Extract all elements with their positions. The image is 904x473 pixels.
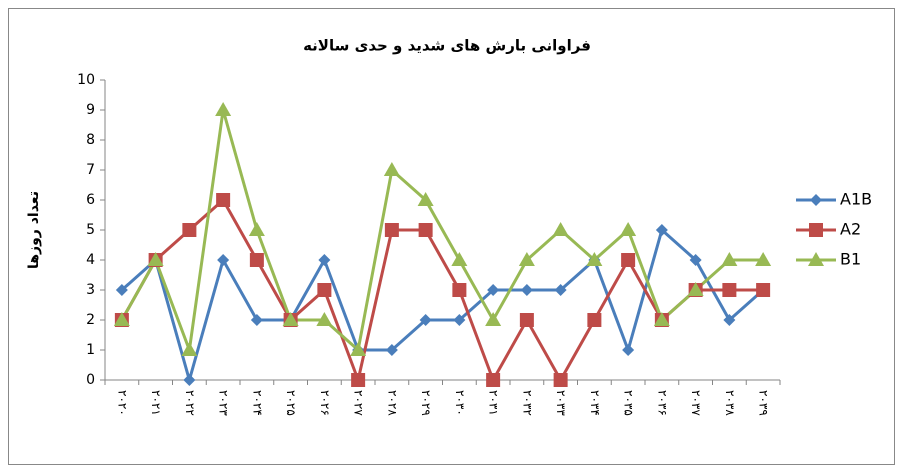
point-marker — [417, 192, 434, 206]
x-tick-label: ۲۰۲۲ — [183, 390, 197, 416]
x-tick-label: ۲۰۳۸ — [723, 390, 737, 416]
legend-label: A2 — [840, 220, 861, 239]
y-tick-label: 7 — [86, 162, 95, 178]
point-marker — [216, 193, 231, 207]
point-marker — [553, 373, 568, 387]
point-marker — [689, 254, 702, 266]
point-marker — [418, 223, 433, 237]
point-marker — [622, 344, 635, 356]
x-tick-label: ۲۰۳۹ — [757, 390, 771, 416]
point-marker — [487, 284, 500, 296]
point-marker — [586, 252, 603, 266]
point-marker — [653, 312, 670, 326]
point-marker — [722, 283, 737, 297]
point-marker — [282, 312, 299, 326]
x-tick-label: ۲۰۲۵ — [284, 390, 298, 416]
point-marker — [518, 252, 535, 266]
x-tick-label: ۲۰۲۱ — [149, 390, 163, 416]
point-marker — [452, 283, 467, 297]
point-marker — [147, 252, 164, 266]
x-tick-label: ۲۰۲۰ — [115, 390, 129, 416]
x-tick-label: ۲۰۲۸ — [385, 390, 399, 416]
legend-marker — [810, 194, 822, 206]
point-marker — [182, 223, 197, 237]
point-marker — [383, 162, 400, 176]
point-marker — [250, 314, 263, 326]
x-tick-label: ۲۰۳۱ — [487, 390, 501, 416]
point-marker — [520, 284, 533, 296]
y-tick-label: 1 — [86, 342, 95, 358]
point-marker — [756, 283, 771, 297]
y-tick-label: 0 — [86, 372, 95, 388]
x-tick-label: ۲۰۳۳ — [554, 390, 568, 416]
point-marker — [621, 253, 636, 267]
point-marker — [181, 342, 198, 356]
series-line — [120, 109, 764, 353]
y-tick-label: 4 — [86, 252, 95, 268]
point-marker — [453, 314, 466, 326]
point-marker — [419, 314, 432, 326]
x-tick-label: ۲۰۳۴ — [588, 390, 602, 416]
x-tick-label: ۲۰۳۲ — [520, 390, 534, 416]
legend-marker — [809, 223, 823, 237]
y-tick-label: 3 — [86, 282, 95, 298]
x-tick-label: ۲۰۳۷ — [689, 390, 703, 416]
x-tick-label: ۲۰۲۳ — [217, 390, 231, 416]
series-line — [120, 227, 765, 386]
series-line — [120, 197, 764, 386]
point-marker — [519, 313, 534, 327]
x-tick-label: ۲۰۲۷ — [352, 390, 366, 416]
point-marker — [248, 222, 265, 236]
point-marker — [316, 312, 333, 326]
point-marker — [485, 312, 502, 326]
point-marker — [755, 252, 772, 266]
x-tick-label: ۲۰۳۶ — [655, 390, 669, 416]
y-tick-label: 5 — [86, 222, 95, 238]
x-tick-label: ۲۰۲۹ — [419, 390, 433, 416]
point-marker — [587, 313, 602, 327]
x-tick-label: ۲۰۳۵ — [622, 390, 636, 416]
point-marker — [721, 252, 738, 266]
x-tick-label: ۲۰۳۰ — [453, 390, 467, 416]
y-tick-label: 6 — [86, 192, 95, 208]
point-marker — [384, 223, 399, 237]
point-marker — [385, 344, 398, 356]
x-tick-label: ۲۰۲۶ — [318, 390, 332, 416]
point-marker — [655, 224, 668, 236]
legend-label: B1 — [840, 250, 861, 269]
x-tick-label: ۲۰۲۴ — [250, 390, 264, 416]
legend-marker — [808, 252, 824, 266]
point-marker — [115, 284, 128, 296]
point-marker — [249, 253, 264, 267]
point-marker — [318, 254, 331, 266]
point-marker — [183, 374, 196, 386]
point-marker — [552, 222, 569, 236]
point-marker — [723, 314, 736, 326]
y-tick-label: 2 — [86, 312, 95, 328]
point-marker — [350, 342, 367, 356]
y-axis-label: تعداد روزها — [26, 191, 42, 269]
point-marker — [486, 373, 501, 387]
point-marker — [451, 252, 468, 266]
y-tick-label: 9 — [86, 102, 95, 118]
chart-title: فراوانی بارش های شدید و حدی سالانه — [303, 37, 591, 55]
y-tick-label: 8 — [86, 132, 95, 148]
y-tick-label: 10 — [77, 72, 95, 88]
legend-label: A1B — [840, 190, 872, 209]
point-marker — [620, 222, 637, 236]
point-marker — [217, 254, 230, 266]
point-marker — [113, 312, 130, 326]
point-marker — [215, 102, 232, 116]
point-marker — [317, 283, 332, 297]
point-marker — [687, 282, 704, 296]
point-marker — [351, 373, 366, 387]
chart-border — [8, 8, 895, 465]
point-marker — [554, 284, 567, 296]
